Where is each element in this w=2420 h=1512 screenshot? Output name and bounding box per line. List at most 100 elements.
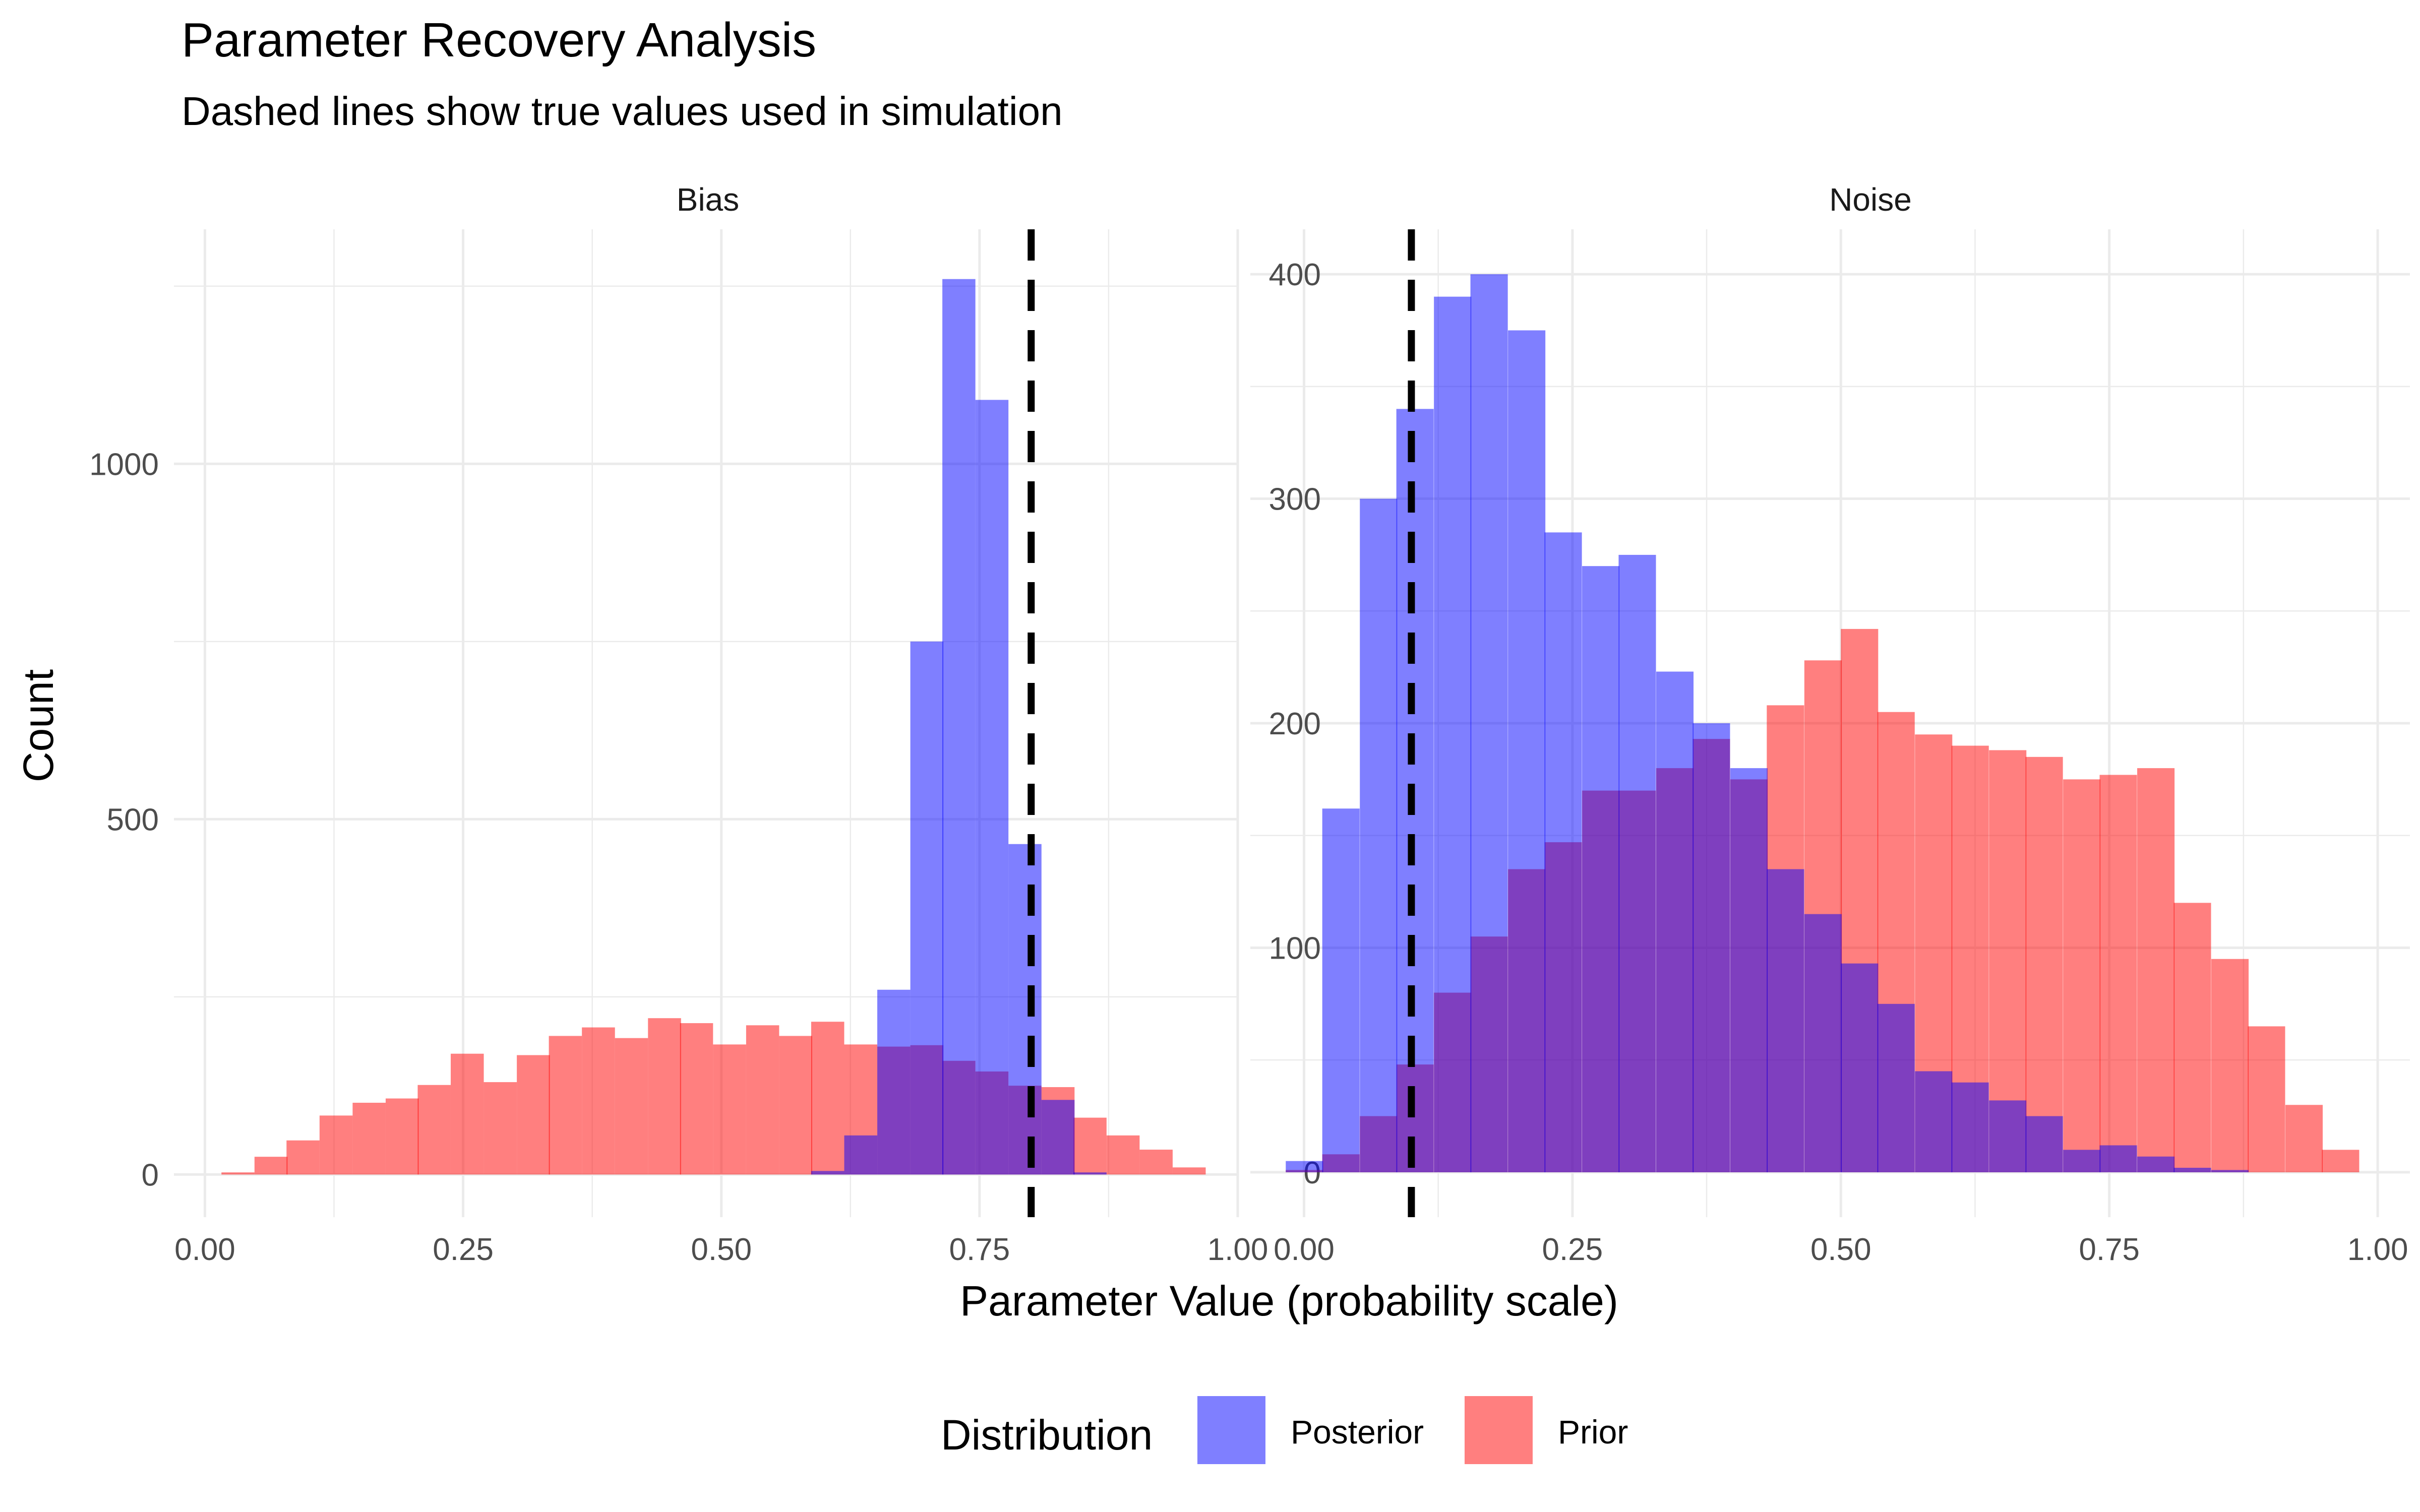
chart-subtitle: Dashed lines show true values used in si… [182,89,1063,134]
x-tick-label-bias: 1.00 [1207,1232,1268,1267]
histogram-bar-prior [385,1098,419,1175]
histogram-bar-prior [713,1044,746,1175]
x-tick-label-bias: 0.00 [174,1232,235,1267]
histogram-bar-posterior [1951,1082,1989,1172]
histogram-bar-posterior [1508,330,1546,1172]
histogram-bar-prior [648,1018,681,1175]
panel-strip-label-noise: Noise [1829,181,1912,218]
panel-noise: 0.00 0.25 0.50 0.75 1.00 0 100 200 300 400 [1250,229,2410,1267]
histogram-bar-prior [286,1140,320,1175]
histogram-bar-prior [319,1115,353,1175]
x-tick-label-bias: 0.75 [949,1232,1010,1267]
histogram-bar-prior [352,1102,386,1175]
histogram-bar-prior [2248,1026,2285,1172]
histogram-bar-posterior [1692,723,1730,1172]
histogram-bar-posterior [1804,914,1842,1172]
histogram-bar-prior [417,1085,451,1175]
x-tick-label-bias: 0.25 [433,1232,494,1267]
x-tick-label-noise: 0.00 [1274,1232,1335,1267]
histogram-bar-prior [2137,768,2175,1172]
histogram-bar-posterior [1544,532,1582,1172]
legend-key-posterior [1197,1396,1265,1464]
histogram-bar-posterior [1730,768,1768,1172]
x-tick-label-noise: 1.00 [2347,1232,2408,1267]
histogram-bar-posterior [1360,498,1398,1172]
histogram-bar-posterior [1582,566,1620,1172]
y-axis-label: Count [15,669,62,782]
histogram-bar-posterior [975,400,1009,1175]
histogram-bar-posterior [2211,1170,2249,1172]
histogram-bar-prior [746,1025,779,1175]
histogram-bar-prior [2173,903,2211,1172]
histogram-bar-posterior [2099,1145,2137,1172]
histogram-bar-posterior [1618,554,1656,1172]
histogram-bar-prior [2322,1150,2360,1172]
histogram-bar-posterior [1470,274,1508,1172]
histogram-bar-prior [549,1036,582,1175]
histogram-bar-posterior [1008,844,1042,1175]
histogram-bar-prior [1073,1117,1107,1175]
histogram-bar-posterior [811,1171,844,1175]
y-tick-label-bias: 500 [107,802,159,837]
histogram-bar-prior [1106,1135,1140,1175]
y-tick-label-bias: 1000 [89,447,159,482]
x-tick-label-noise: 0.75 [2079,1232,2140,1267]
histogram-bar-posterior [1656,671,1694,1172]
histogram-bar-prior [1139,1150,1173,1175]
histogram-bar-posterior [942,279,976,1175]
histogram-bar-prior [1172,1167,1206,1175]
histogram-bar-prior [2099,775,2137,1172]
histogram-bar-posterior [1286,1161,1323,1172]
histogram-bar-prior [680,1023,713,1175]
histogram-bar-prior [2285,1105,2323,1172]
histogram-bar-prior [811,1022,844,1175]
y-tick-label-noise: 300 [1269,482,1321,517]
histogram-bar-prior [254,1157,288,1175]
histogram-bar-posterior [1915,1071,1953,1172]
histogram-bar-posterior [844,1135,878,1175]
histogram-bar-posterior [2063,1150,2101,1172]
histogram-bar-posterior [1989,1100,2027,1172]
histogram-bar-prior [615,1038,648,1175]
series-posterior-bias [811,279,1107,1175]
histogram-bar-posterior [910,641,944,1175]
legend-label-prior: Prior [1558,1413,1628,1451]
histogram-bar-posterior [1767,869,1804,1172]
histogram-bar-prior [483,1082,517,1175]
histogram-bar-posterior [877,989,911,1175]
histogram-bar-posterior [2137,1156,2175,1172]
histogram-bar-prior [779,1036,812,1175]
legend: Distribution Posterior Prior [941,1396,1628,1464]
histogram-bar-posterior [1396,409,1434,1172]
histogram-bar-posterior [1073,1172,1107,1175]
legend-title: Distribution [941,1411,1153,1459]
y-tick-label-noise: 400 [1269,258,1321,292]
histogram-bar-prior [2211,959,2249,1172]
legend-key-prior [1465,1396,1533,1464]
histogram-bar-posterior [2173,1168,2211,1172]
x-axis-label: Parameter Value (probability scale) [960,1277,1618,1325]
y-tick-label-noise: 200 [1269,707,1321,741]
histogram-bar-posterior [1841,963,1879,1172]
y-tick-label-noise: 0 [1304,1156,1321,1190]
histogram-bar-posterior [2025,1116,2063,1172]
histogram-bar-prior [2025,757,2063,1172]
histogram-bar-posterior [1434,296,1472,1172]
histogram-bar-posterior [1322,808,1360,1172]
histogram-bar-prior [451,1053,484,1175]
histogram-bar-prior [2063,779,2101,1172]
chart-title: Parameter Recovery Analysis [182,13,816,67]
histogram-bar-posterior [1877,1003,1915,1172]
y-tick-label-noise: 100 [1269,931,1321,966]
x-tick-label-bias: 0.50 [691,1232,752,1267]
panel-strip-label-bias: Bias [677,181,740,218]
x-tick-label-noise: 0.25 [1542,1232,1603,1267]
histogram-bar-prior [221,1172,255,1175]
y-tick-label-bias: 0 [142,1158,159,1192]
series-posterior-noise [1286,274,2249,1172]
histogram-bar-posterior [1041,1100,1075,1175]
panel-bias: 0.00 0.25 0.50 0.75 1.00 0 500 1000 [89,229,1268,1267]
histogram-bar-prior [517,1055,550,1175]
legend-label-posterior: Posterior [1291,1413,1424,1451]
